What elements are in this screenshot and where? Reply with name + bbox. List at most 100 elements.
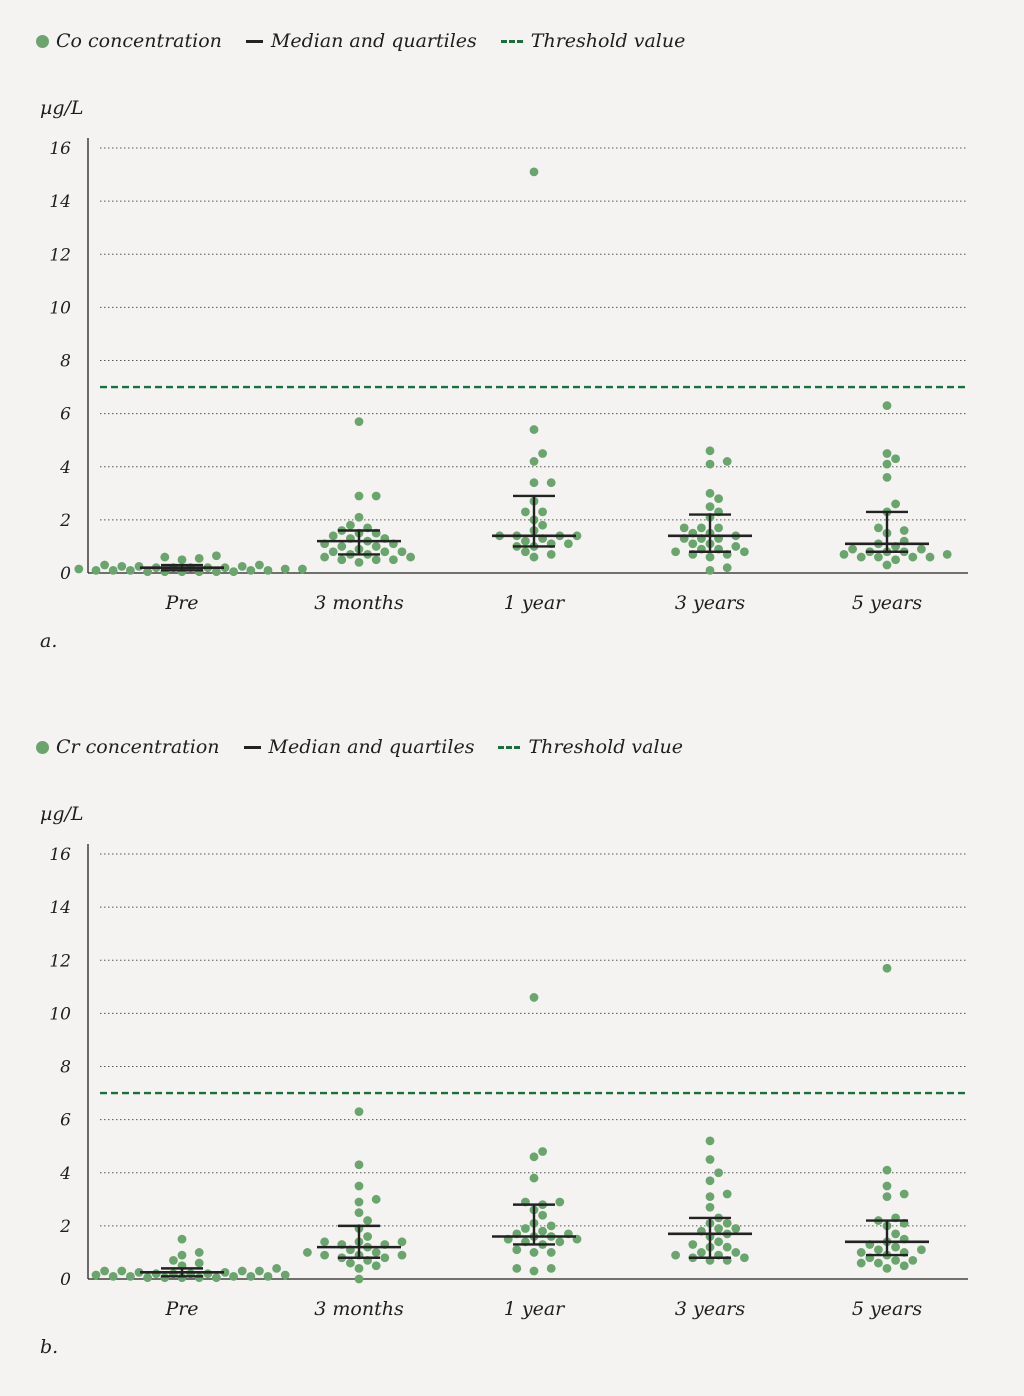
legend: Cr concentration Median and quartiles Th… xyxy=(36,734,707,760)
data-point xyxy=(705,488,715,498)
legend-points-label: Co concentration xyxy=(56,30,222,52)
data-point xyxy=(134,561,144,571)
data-point xyxy=(337,542,347,551)
y-tick-label: 16 xyxy=(49,139,71,159)
data-point xyxy=(354,417,364,426)
y-tick-label: 12 xyxy=(49,245,71,265)
data-point xyxy=(891,1242,900,1252)
data-point xyxy=(529,552,539,562)
data-point xyxy=(406,552,415,562)
data-point xyxy=(529,993,539,1002)
y-tick-label: 6 xyxy=(60,1111,71,1131)
data-point xyxy=(354,1208,364,1217)
data-point xyxy=(722,457,732,466)
data-point xyxy=(874,1245,883,1255)
data-point xyxy=(688,539,698,549)
x-category-label: 1 year xyxy=(504,592,566,614)
x-category-label: Pre xyxy=(164,1298,198,1320)
data-point xyxy=(280,1270,290,1280)
data-point xyxy=(538,1210,547,1220)
x-category-label: 5 years xyxy=(852,1298,923,1320)
data-point xyxy=(194,1248,204,1257)
data-point xyxy=(714,1224,723,1233)
data-point xyxy=(856,1258,866,1268)
legend-threshold-label: Threshold value xyxy=(530,30,686,52)
data-point xyxy=(521,536,530,546)
black-line-icon xyxy=(243,745,261,749)
data-point xyxy=(705,552,715,562)
data-point xyxy=(705,1136,715,1146)
legend-points: Cr concentration xyxy=(36,736,220,758)
data-point xyxy=(908,552,918,562)
data-point xyxy=(697,1248,706,1257)
data-point xyxy=(354,512,364,522)
data-point xyxy=(194,553,204,563)
y-tick-label: 10 xyxy=(49,298,71,318)
data-point xyxy=(346,520,355,530)
data-point xyxy=(917,1245,926,1255)
legend-points-label: Cr concentration xyxy=(56,736,220,758)
data-point xyxy=(538,1226,547,1236)
data-point xyxy=(337,555,347,565)
data-point xyxy=(521,507,530,517)
data-point xyxy=(255,1266,264,1276)
data-point xyxy=(546,1221,556,1231)
data-point xyxy=(320,1250,329,1260)
data-point xyxy=(397,1237,407,1247)
data-point xyxy=(529,457,539,466)
data-point xyxy=(521,547,530,557)
data-point xyxy=(538,1147,547,1156)
data-point xyxy=(882,401,892,411)
data-point xyxy=(177,555,187,565)
data-point xyxy=(380,1253,390,1263)
data-point xyxy=(722,1218,732,1228)
dashed-line-icon xyxy=(500,39,523,43)
legend-median: Median and quartiles xyxy=(243,736,474,758)
data-point xyxy=(891,499,900,509)
data-point xyxy=(354,1160,364,1170)
data-point xyxy=(529,1173,539,1183)
data-point xyxy=(303,1248,312,1257)
data-point xyxy=(320,1237,329,1247)
data-point xyxy=(714,1237,723,1247)
data-point xyxy=(705,446,715,456)
y-tick-label: 0 xyxy=(60,564,71,584)
data-point xyxy=(177,1250,187,1260)
data-point xyxy=(856,1248,866,1257)
data-point xyxy=(714,523,723,533)
data-point xyxy=(848,544,857,554)
data-point xyxy=(328,531,338,541)
chart-panel-b: Cr concentration Median and quartiles Th… xyxy=(0,706,1024,1396)
data-point xyxy=(679,523,689,533)
data-point xyxy=(538,449,547,458)
data-point xyxy=(354,1263,364,1273)
y-tick-label: 10 xyxy=(49,1004,71,1024)
y-tick-label: 12 xyxy=(49,951,71,971)
data-point xyxy=(220,1267,230,1277)
data-point xyxy=(280,564,290,574)
data-point xyxy=(354,491,364,501)
data-point xyxy=(839,550,849,559)
y-tick-label: 6 xyxy=(60,405,71,425)
data-point xyxy=(354,1181,364,1191)
data-point xyxy=(203,1269,213,1279)
data-point xyxy=(91,565,101,575)
y-tick-label: 2 xyxy=(59,1217,71,1237)
data-point xyxy=(538,507,547,517)
data-point xyxy=(874,1258,883,1268)
data-point xyxy=(160,552,170,562)
data-point xyxy=(731,1224,741,1233)
data-point xyxy=(572,531,582,541)
data-point xyxy=(555,1237,565,1247)
y-tick-label: 14 xyxy=(49,192,71,212)
data-point xyxy=(91,1270,101,1280)
dashed-line-icon xyxy=(498,745,521,749)
data-point xyxy=(546,550,556,559)
data-point xyxy=(891,454,900,464)
data-point xyxy=(564,539,573,549)
data-point xyxy=(143,1273,153,1283)
data-point xyxy=(328,547,338,557)
data-point xyxy=(882,449,892,458)
legend-threshold-label: Threshold value xyxy=(528,736,684,758)
data-point xyxy=(882,472,892,482)
